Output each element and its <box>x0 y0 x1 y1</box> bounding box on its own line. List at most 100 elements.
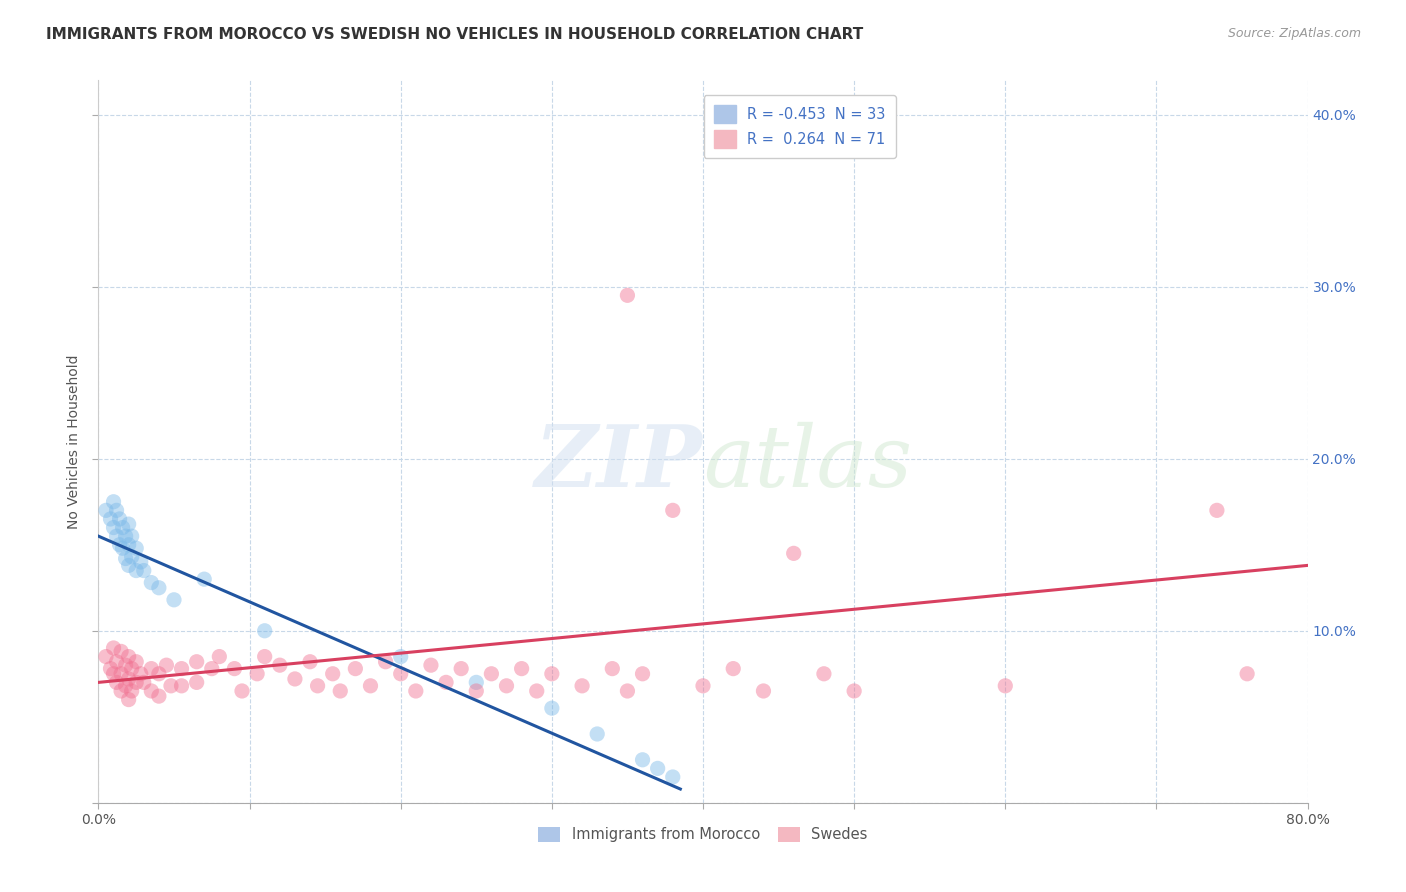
Point <box>111 541 134 556</box>
Point <box>132 675 155 690</box>
Y-axis label: No Vehicles in Household: No Vehicles in Household <box>67 354 82 529</box>
Point <box>186 675 208 690</box>
Point <box>360 679 382 693</box>
Point <box>114 551 136 566</box>
Point <box>129 555 152 569</box>
Point <box>118 538 141 552</box>
Point <box>105 529 128 543</box>
Point <box>231 684 253 698</box>
Point <box>253 624 276 638</box>
Point <box>783 546 806 560</box>
Point <box>118 558 141 573</box>
Point <box>148 689 170 703</box>
Point <box>108 512 131 526</box>
Point <box>994 679 1017 693</box>
Point <box>125 564 148 578</box>
Legend: Immigrants from Morocco, Swedes: Immigrants from Morocco, Swedes <box>531 819 875 850</box>
Point <box>284 672 307 686</box>
Point <box>329 684 352 698</box>
Point <box>389 666 412 681</box>
Point <box>844 684 866 698</box>
Point <box>121 684 143 698</box>
Point <box>94 503 117 517</box>
Point <box>307 679 329 693</box>
Point <box>110 644 132 658</box>
Point <box>110 666 132 681</box>
Point <box>125 541 148 556</box>
Point <box>118 517 141 532</box>
Point <box>148 666 170 681</box>
Text: IMMIGRANTS FROM MOROCCO VS SWEDISH NO VEHICLES IN HOUSEHOLD CORRELATION CHART: IMMIGRANTS FROM MOROCCO VS SWEDISH NO VE… <box>46 27 863 42</box>
Point <box>103 640 125 655</box>
Point <box>616 288 638 302</box>
Point <box>121 549 143 564</box>
Point <box>465 675 488 690</box>
Point <box>141 662 163 676</box>
Point <box>481 666 503 681</box>
Point <box>465 684 488 698</box>
Point <box>208 649 231 664</box>
Point <box>571 679 593 693</box>
Point <box>616 684 638 698</box>
Text: ZIP: ZIP <box>536 421 703 505</box>
Point <box>540 666 562 681</box>
Point <box>148 581 170 595</box>
Point <box>389 649 412 664</box>
Point <box>100 512 122 526</box>
Point <box>193 572 215 586</box>
Point <box>374 655 396 669</box>
Text: Source: ZipAtlas.com: Source: ZipAtlas.com <box>1227 27 1361 40</box>
Point <box>118 649 141 664</box>
Point <box>723 662 745 676</box>
Point <box>114 658 136 673</box>
Point <box>647 761 669 775</box>
Point <box>105 655 128 669</box>
Point <box>752 684 775 698</box>
Point <box>170 662 193 676</box>
Point <box>631 666 654 681</box>
Point <box>253 649 276 664</box>
Point <box>586 727 609 741</box>
Point <box>813 666 835 681</box>
Point <box>602 662 624 676</box>
Point <box>344 662 367 676</box>
Point <box>201 662 224 676</box>
Point <box>299 655 322 669</box>
Point <box>1206 503 1229 517</box>
Point <box>692 679 714 693</box>
Point <box>103 494 125 508</box>
Point <box>1236 666 1258 681</box>
Point <box>129 666 152 681</box>
Point <box>526 684 548 698</box>
Point <box>125 655 148 669</box>
Text: atlas: atlas <box>703 422 912 505</box>
Point <box>160 679 183 693</box>
Point <box>631 753 654 767</box>
Point <box>103 520 125 534</box>
Point <box>540 701 562 715</box>
Point <box>450 662 472 676</box>
Point <box>269 658 291 673</box>
Point <box>118 672 141 686</box>
Point <box>103 666 125 681</box>
Point <box>105 503 128 517</box>
Point <box>510 662 533 676</box>
Point <box>661 770 683 784</box>
Point <box>661 503 683 517</box>
Point <box>114 529 136 543</box>
Point <box>111 520 134 534</box>
Point <box>108 538 131 552</box>
Point <box>155 658 177 673</box>
Point <box>114 679 136 693</box>
Point <box>132 564 155 578</box>
Point <box>100 662 122 676</box>
Point <box>121 529 143 543</box>
Point <box>94 649 117 664</box>
Point <box>405 684 427 698</box>
Point <box>118 692 141 706</box>
Point <box>322 666 344 681</box>
Point <box>121 662 143 676</box>
Point <box>420 658 443 673</box>
Point <box>141 575 163 590</box>
Point <box>495 679 517 693</box>
